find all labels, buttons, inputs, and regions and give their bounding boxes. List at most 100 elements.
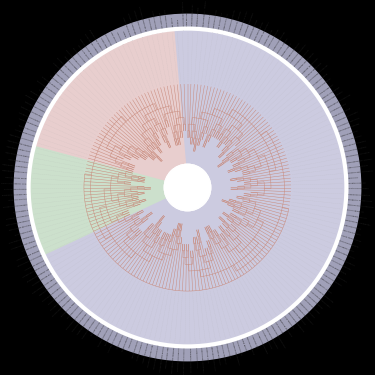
Text: Chlorobaculum parvum: Chlorobaculum parvum (267, 29, 280, 51)
Text: Aspergillus fumigatus: Aspergillus fumigatus (152, 9, 157, 33)
Text: Ferroplasma acidarmanus: Ferroplasma acidarmanus (36, 80, 59, 96)
Text: Clostridium acetobutylic: Clostridium acetobutylic (42, 285, 64, 302)
Text: Thermus thermophilus: Thermus thermophilus (252, 21, 264, 44)
Text: Picrophilus torridus: Picrophilus torridus (38, 88, 56, 101)
Text: Acidaminococcus fermenta: Acidaminococcus fermenta (11, 239, 39, 250)
Text: Deinococcus radiodurans: Deinococcus radiodurans (257, 22, 270, 46)
Text: Haemophilus influenzae: Haemophilus influenzae (264, 325, 278, 348)
Text: Carsonella ruddii: Carsonella ruddii (205, 344, 208, 362)
Text: Danio rerio: Danio rerio (122, 31, 127, 42)
Text: Korarchaeum cryptofilum: Korarchaeum cryptofilum (84, 34, 100, 57)
Text: Rhodobacter sphaeroides: Rhodobacter sphaeroides (345, 199, 372, 202)
Text: Carboxydothermus hydroge: Carboxydothermus hydroge (22, 263, 49, 278)
Text: Pasteurella multocida: Pasteurella multocida (260, 328, 271, 348)
Text: Wolinella succinogenes: Wolinella succinogenes (321, 272, 342, 286)
Text: Burkholderia cenocepacia: Burkholderia cenocepacia (343, 152, 370, 158)
Text: Synechocystis sp.: Synechocystis sp. (208, 12, 212, 31)
Text: Leuconostoc mesenteroide: Leuconostoc mesenteroide (53, 297, 74, 317)
Text: Mycobacterium leprae: Mycobacterium leprae (166, 344, 170, 368)
Text: Tropheryma whipplei: Tropheryma whipplei (132, 338, 140, 359)
Text: Alkaliphilus metalliredi: Alkaliphilus metalliredi (24, 258, 47, 270)
Text: Nanoarchaeum equitans: Nanoarchaeum equitans (79, 38, 96, 60)
Text: Synechococcus elongatus: Synechococcus elongatus (233, 10, 242, 36)
Text: Dechloromonas aromatica: Dechloromonas aromatica (345, 170, 373, 174)
Text: Candida albicans: Candida albicans (147, 16, 152, 34)
Text: Sulfolobus acidocaldariu: Sulfolobus acidocaldariu (41, 76, 62, 92)
Text: Francisella tularensis: Francisella tularensis (220, 342, 226, 364)
Text: Pyrodictium occultum: Pyrodictium occultum (72, 47, 87, 66)
Circle shape (164, 164, 211, 211)
Text: Thermoplasma acidophilum: Thermoplasma acidophilum (24, 94, 51, 110)
Text: Mycoplasma genitalium: Mycoplasma genitalium (9, 224, 34, 231)
Text: Chlorobium tepidum: Chlorobium tepidum (262, 28, 273, 49)
Text: Chlamydia trachomatis: Chlamydia trachomatis (322, 91, 344, 105)
Text: Leptospira interrogans: Leptospira interrogans (319, 87, 340, 101)
Text: Anaplasma marginale: Anaplasma marginale (336, 239, 359, 248)
Text: Streptococcus pyogenes: Streptococcus pyogenes (72, 310, 89, 332)
Text: Caulobacter crescentus: Caulobacter crescentus (345, 194, 370, 196)
Text: Ureaplasma urealyticum: Ureaplasma urealyticum (6, 214, 32, 220)
Text: Drosophila melanogaster: Drosophila melanogaster (127, 12, 137, 38)
Text: Rhodopirellula baltica: Rhodopirellula baltica (329, 108, 351, 119)
Text: Xanthomonas campestris: Xanthomonas campestris (286, 310, 304, 333)
Text: Pyrobaculum aerophilum: Pyrobaculum aerophilum (56, 57, 76, 76)
Text: Legionella pneumophila: Legionella pneumophila (231, 339, 238, 364)
Text: Pseudomonas aeruginosa: Pseudomonas aeruginosa (311, 285, 333, 302)
Text: Natronomonas pharaonis: Natronomonas pharaonis (24, 101, 48, 114)
Text: Prosthecochloris aestuar: Prosthecochloris aestuar (271, 31, 286, 54)
Text: Prevotella ruminicola: Prevotella ruminicola (195, 345, 197, 368)
Text: Pseudomonas fluorescens: Pseudomonas fluorescens (308, 289, 330, 307)
Text: Moorella thermoacetica: Moorella thermoacetica (40, 280, 60, 296)
Text: Methanopyrus kandleri: Methanopyrus kandleri (5, 176, 30, 179)
Text: Chromobacterium violaceu: Chromobacterium violaceu (344, 158, 372, 164)
Text: Pelodictyon luteolum: Pelodictyon luteolum (275, 38, 289, 57)
Text: Corynebacterium glutamic: Corynebacterium glutamic (159, 344, 165, 372)
Text: Rhodococcus sp.: Rhodococcus sp. (117, 332, 125, 349)
Text: Arthrobacter aurescens: Arthrobacter aurescens (108, 330, 120, 353)
Text: Dehalococcoides ethenoge: Dehalococcoides ethenoge (306, 65, 328, 84)
Text: Cytophaga hutchinsonii: Cytophaga hutchinsonii (284, 42, 300, 63)
Text: Methanococcoides burtoni: Methanococcoides burtoni (6, 146, 33, 153)
Text: Staphylococcus aureus: Staphylococcus aureus (98, 325, 111, 347)
Text: Buchnera aphidicola: Buchnera aphidicola (216, 343, 220, 364)
Text: Helicobacter pylori: Helicobacter pylori (334, 244, 354, 252)
Text: Vibrio cholerae: Vibrio cholerae (273, 320, 283, 334)
Text: Treponema pallidum: Treponema pallidum (313, 78, 331, 92)
Text: Salmonella enterica: Salmonella enterica (245, 334, 254, 354)
Text: Pan troglodytes: Pan troglodytes (104, 33, 113, 49)
Circle shape (14, 14, 361, 361)
Text: Caenorhabditis elegans: Caenorhabditis elegans (122, 16, 132, 40)
Text: Methanocaldococcus janna: Methanocaldococcus janna (2, 170, 30, 174)
Text: Sulfurovum lithotrophicu: Sulfurovum lithotrophicu (330, 254, 355, 266)
Text: Thermococcus kodakarensi: Thermococcus kodakarensi (88, 29, 104, 54)
Text: Nitrosospira multiformis: Nitrosospira multiformis (340, 141, 366, 148)
Text: Photobacterium profundum: Photobacterium profundum (268, 322, 285, 348)
Text: Nocardia farcinica: Nocardia farcinica (122, 334, 130, 352)
Text: Anabaena variabilis: Anabaena variabilis (223, 13, 229, 34)
Text: Magnetococcus sp.: Magnetococcus sp. (345, 183, 366, 184)
Text: Prochlorococcus marinus: Prochlorococcus marinus (228, 9, 236, 35)
Text: Arabidopsis thaliana: Arabidopsis thaliana (163, 9, 167, 31)
Text: Mycobacterium tuberculos: Mycobacterium tuberculos (172, 345, 175, 373)
Text: Flavobacterium johnsonia: Flavobacterium johnsonia (288, 44, 306, 66)
Text: Microcystis aeruginosa: Microcystis aeruginosa (248, 19, 258, 42)
Text: Chlamydophila pneumoniae: Chlamydophila pneumoniae (324, 94, 351, 110)
Wedge shape (36, 31, 188, 188)
Text: Thermosinus carboxydivor: Thermosinus carboxydivor (2, 194, 30, 196)
Text: Methylococcus capsulatus: Methylococcus capsulatus (334, 117, 360, 129)
Text: Streptomyces coelicolor: Streptomyces coelicolor (178, 345, 180, 371)
Text: Neisseria meningitidis: Neisseria meningitidis (339, 135, 362, 143)
Text: Xylella fastidiosa: Xylella fastidiosa (282, 314, 293, 329)
Text: Heliobacterium modestica: Heliobacterium modestica (16, 249, 42, 261)
Text: Atopobium parvulum: Atopobium parvulum (137, 339, 144, 362)
Text: Zea mays: Zea mays (176, 20, 178, 30)
Text: Methanosarcina acetivora: Methanosarcina acetivora (5, 152, 32, 158)
Text: Caldivirga maquilingensi: Caldivirga maquilingensi (65, 49, 83, 69)
Text: Lactococcus lactis: Lactococcus lactis (68, 304, 81, 319)
Text: Ferroglobus placidus: Ferroglobus placidus (18, 124, 39, 133)
Text: Natronobacterium gregory: Natronobacterium gregory (20, 105, 46, 119)
Circle shape (30, 30, 345, 345)
Text: Thermoplasma volcanium: Thermoplasma volcanium (29, 90, 53, 105)
Text: Thermofilum pendens: Thermofilum pendens (63, 55, 80, 73)
Text: Phytoplasma asteris: Phytoplasma asteris (14, 229, 35, 236)
